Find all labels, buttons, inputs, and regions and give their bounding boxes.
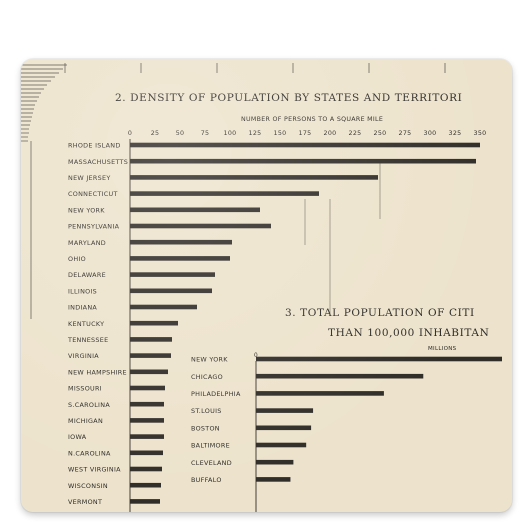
chart-2-category-label: TENNESSEE [67, 336, 108, 344]
chart-2-x-tick-label: 50 [176, 130, 185, 137]
chart-2-category-label: N.CAROLINA [68, 449, 111, 457]
chart-2-bar [130, 239, 232, 245]
chart-2-bar [130, 272, 215, 277]
chart-2-bar [130, 385, 165, 391]
chart-2-bar [130, 450, 163, 456]
chart-2-bar [130, 207, 260, 213]
chart-3-category-label: NEW YORK [191, 356, 228, 364]
chart-3-category-label: ST.LOUIS [191, 407, 222, 415]
chart-2-category-label: ILLINOIS [68, 287, 97, 295]
chart-2-x-axis-label: NUMBER OF PERSONS TO A SQUARE MILE [241, 116, 383, 123]
chart-3-category-label: BUFFALO [191, 476, 222, 484]
chart-2-category-label: PENNSYLVANIA [68, 223, 120, 231]
chart-2-x-tick-label: 350 [474, 130, 487, 137]
chart-2-category-label: MARYLAND [68, 239, 106, 247]
chart-2-x-tick-label: 225 [349, 130, 362, 137]
chart-2-category-label: MASSACHUSETTS [68, 158, 128, 166]
chart-2-x-tick-label: 100 [224, 130, 237, 137]
chart-3-title: 3. TOTAL POPULATION OF CITI [285, 307, 475, 319]
chart-2-x-tick-label: 275 [399, 130, 412, 137]
chart-2-bar [130, 191, 319, 196]
chart-2-x-tick-label: 325 [449, 130, 462, 137]
chart-2-x-tick-label: 75 [201, 130, 210, 137]
chart-3-category-labels: NEW YORK CHICAGO PHILADELPHIA ST.LOUIS BOSTO… [191, 356, 241, 484]
chart-3-bar [256, 477, 291, 482]
chart-2-category-label: VERMONT [68, 498, 102, 506]
chart-2-title: 2. DENSITY OF POPULATION BY STATES AND T… [115, 92, 462, 104]
chart-sheet: 2. DENSITY OF POPULATION BY STATES AND T… [21, 63, 502, 512]
chart-3-subtitle: THAN 100,000 INHABITAN [328, 327, 489, 339]
chart-3-category-label: PHILADELPHIA [191, 390, 241, 398]
chart-3-bar [256, 391, 384, 396]
chart-2-bar [130, 158, 476, 164]
chart-2-x-ticks: 0 25 50 75 100 125 150 175 200 225 250 275 300 325 350 [128, 130, 487, 137]
chart-2-x-tick-label: 250 [374, 130, 387, 137]
chart-3-category-label: BALTIMORE [191, 442, 230, 450]
chart-2-bar [130, 482, 161, 488]
chart-3-category-label: CLEVELAND [191, 459, 232, 467]
chart-2-bar [130, 418, 164, 423]
chart-2-x-tick-label: 300 [424, 130, 437, 137]
chart-2-bar [130, 256, 230, 261]
chart-2-bar [130, 337, 172, 342]
chart-3-x-axis-label: MILLIONS [428, 346, 457, 352]
chart-2-category-label: WEST VIRGINIA [68, 466, 121, 474]
chart-2-bar [130, 499, 160, 504]
chart-3-bar [256, 425, 312, 431]
chart-2-bar [130, 369, 168, 375]
chart-2-bar [130, 401, 164, 407]
chart-2-x-tick-label: 25 [151, 130, 160, 137]
chart-3-bar [256, 408, 314, 413]
chart-2-bar [130, 304, 197, 310]
chart-3-bar [256, 356, 502, 362]
chart-3-category-label: BOSTON [191, 424, 220, 432]
chart-2-bar [130, 288, 212, 294]
chart-3-bar [256, 442, 307, 448]
chart-3-x-ticks: 0 [254, 353, 258, 359]
chart-2-bar [130, 466, 162, 472]
chart-3-x-tick-label: 0 [254, 353, 258, 359]
chart-2-bar [130, 320, 178, 326]
chart-2-category-label: VIRGINIA [68, 352, 99, 360]
chart-2-category-label: DELAWARE [68, 271, 106, 279]
chart-3-category-label: CHICAGO [191, 373, 223, 381]
chart-2-category-label: KENTUCKY [68, 320, 104, 328]
chart-2-bar [130, 142, 480, 148]
chart-2-category-label: IOWA [68, 433, 87, 441]
chart-2-category-label: CONNECTICUT [68, 190, 118, 198]
chart-3-bar [256, 373, 424, 379]
chart-2-x-tick-label: 0 [128, 130, 132, 137]
chart-2-x-tick-label: 125 [249, 130, 262, 137]
chart-2-category-label: WISCONSIN [68, 482, 108, 490]
chart-1-remnant [21, 63, 446, 319]
chart-2-category-label: S.CAROLINA [68, 401, 110, 409]
chart-2-category-label: NEW JERSEY [68, 174, 111, 182]
chart-3-bar [256, 459, 294, 465]
chart-2-x-tick-label: 200 [324, 130, 337, 137]
chart-2-x-tick-label: 150 [274, 130, 287, 137]
chart-2-category-label: NEW HAMPSHIRE [68, 368, 127, 376]
chart-2-category-label: NEW YORK [68, 206, 105, 214]
chart-2-category-label: MICHIGAN [68, 417, 103, 425]
chart-3-bars [256, 356, 502, 482]
chart-2-bars [130, 142, 480, 504]
chart-2-category-labels: RHODE ISLAND MASSACHUSETTS NEW JERSEY CONNE… [67, 142, 128, 506]
chart-2-category-label: RHODE ISLAND [68, 142, 121, 150]
chart-2-category-label: INDIANA [68, 304, 97, 312]
chart-2-bar [130, 434, 164, 439]
chart-2-bar [130, 353, 171, 358]
chart-2-bar [130, 223, 271, 229]
chart-2-bar [130, 175, 378, 180]
chart-2-x-tick-label: 175 [299, 130, 312, 137]
chart-2-category-label: MISSOURI [68, 385, 102, 393]
mousepad: 2. DENSITY OF POPULATION BY STATES AND T… [21, 59, 512, 512]
chart-2-category-label: OHIO [68, 255, 86, 263]
